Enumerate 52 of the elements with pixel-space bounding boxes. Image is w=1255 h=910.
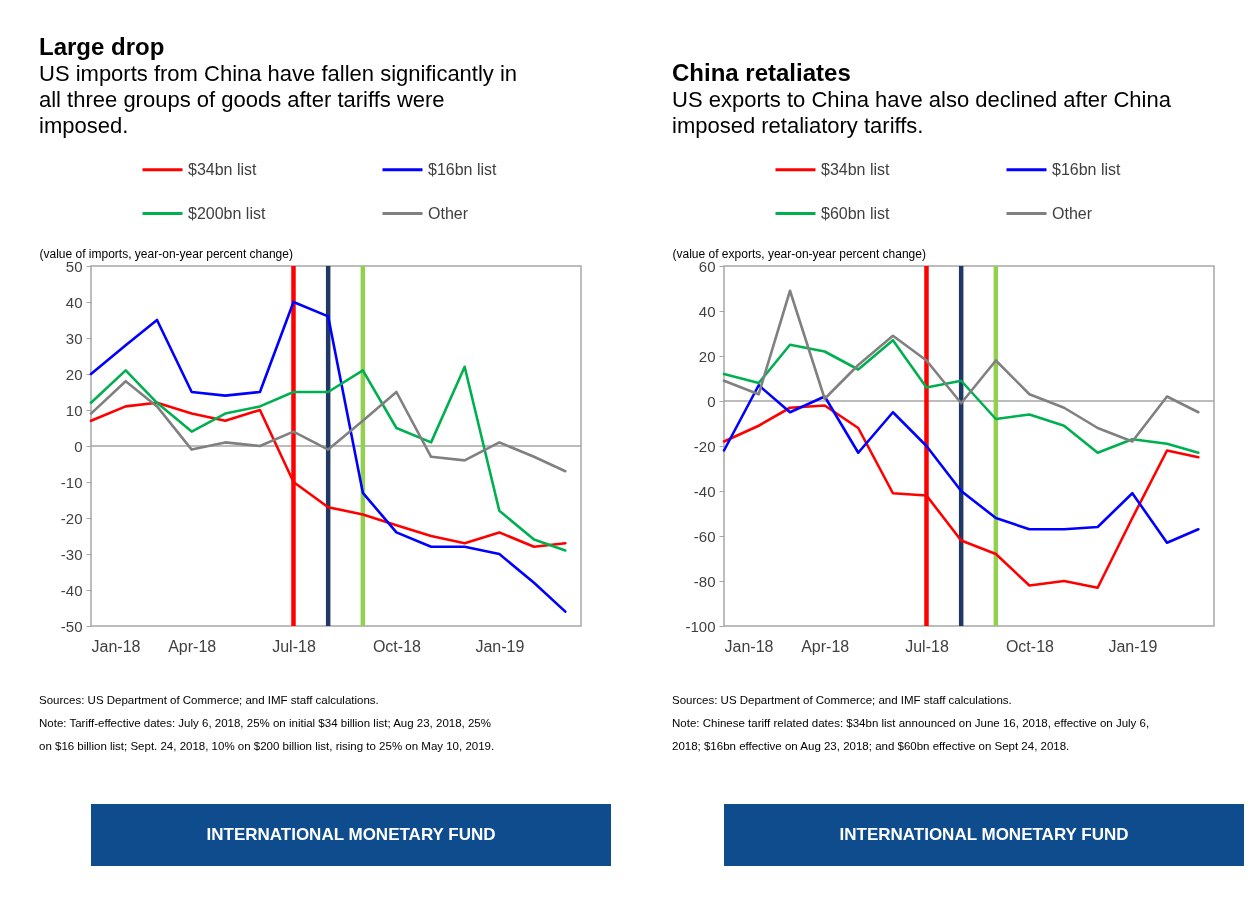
line-series [722,383,1200,545]
x-tick-label: Jul-18 [905,637,949,655]
line-series [722,338,1200,455]
source-note: Sources: US Department of Commerce; and IMF staff calculations. [672,694,1012,706]
y-tick-label: -10 [60,473,83,491]
y-tick-label: -50 [60,617,83,635]
legend-label: $34bn list [188,160,258,178]
y-tick-label: 40 [698,302,716,320]
line-series [89,365,567,552]
y-tick-label: 10 [65,401,83,419]
x-tick-label: Jan-19 [475,637,525,655]
legend-label: Other [428,204,469,222]
source-note: Sources: US Department of Commerce; and IMF staff calculations. [39,694,379,706]
y-tick-label: 20 [65,365,83,383]
chart-subtitle: US imports from China have fallen significantly in all three groups of goods after tariffs were imposed. [39,61,518,138]
y-tick-label: -40 [60,581,83,599]
y-tick-label: 30 [65,329,83,347]
legend-label: Other [1052,204,1093,222]
y-tick-label: -80 [693,572,716,590]
line-series [89,379,567,473]
text: Note: Chinese tariff related dates: $34bn list announced on June 16, 2018, effective on July 6, 2018; $16bn effective on Aug 23, 2018; and $60bn effective on Sept 24, 2018. [672,717,1150,752]
legend-label: $200bn list [188,204,266,222]
text: INTERNATIONAL MONETARY FUND [839,825,1129,844]
x-tick-label: Apr-18 [801,637,850,655]
legend-label: $60bn list [821,204,891,222]
y-tick-label: -20 [693,437,716,455]
legend-label: $34bn list [821,160,891,178]
y-tick-label: -100 [685,617,716,635]
legend-label: $16bn list [1052,160,1122,178]
x-tick-label: Jul-18 [272,637,316,655]
x-tick-label: Oct-18 [1005,637,1055,655]
x-tick-label: Oct-18 [372,637,422,655]
line-series [722,289,1200,443]
y-tick-label: -60 [693,527,716,545]
y-tick-label: -40 [693,482,716,500]
legend-label: $16bn list [428,160,498,178]
y-tick-label: 40 [65,293,83,311]
y-tick-label: -30 [60,545,83,563]
text: INTERNATIONAL MONETARY FUND [206,825,496,844]
y-tick-label: -20 [60,509,83,527]
y-tick-label: 20 [698,347,716,365]
line-series [89,300,567,613]
x-tick-label: Apr-18 [168,637,217,655]
y-tick-label: 0 [707,392,716,410]
x-tick-label: Jan-19 [1108,637,1158,655]
x-tick-label: Jan-18 [724,637,774,655]
chart-subtitle: US exports to China have also declined after China imposed retaliatory tariffs. [672,87,1172,138]
text: Note: Tariff-effective dates: July 6, 2018, 25% on initial $34 billion list; Aug 23, 2018, 25% on $16 billion list; Sept. 24, 2018, 10% on $200 billion list, rising to 25% on May 10, 2019. [39,717,495,752]
y-tick-label: 0 [74,437,83,455]
x-tick-label: Jan-18 [91,637,141,655]
chart-title: China retaliates [672,59,851,86]
chart-title: Large drop [39,33,165,60]
